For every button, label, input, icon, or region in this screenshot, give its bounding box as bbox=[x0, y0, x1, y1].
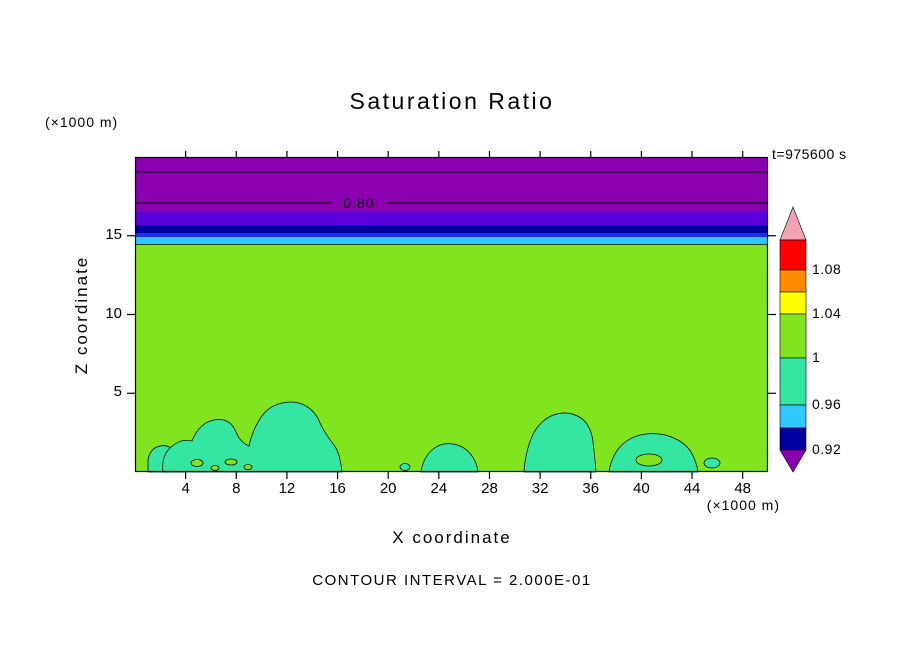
colorbar-bar bbox=[779, 206, 807, 473]
colorbar-segment bbox=[779, 239, 807, 271]
x-tick-label: 12 bbox=[278, 480, 296, 497]
colorbar-segment bbox=[779, 291, 807, 315]
band-cyan bbox=[135, 237, 768, 244]
surface-blobs bbox=[147, 401, 721, 473]
x-tick-label: 40 bbox=[633, 480, 650, 497]
contour-line-label: 0.80 bbox=[343, 195, 374, 211]
colorbar-segment bbox=[779, 313, 807, 359]
y-tick-label: 15 bbox=[105, 225, 122, 243]
band-blue bbox=[135, 233, 768, 237]
contour-plot: 0.80 bbox=[127, 151, 776, 479]
timestamp-label: t=975600 s bbox=[772, 146, 847, 162]
blob-hole bbox=[224, 458, 238, 466]
y-tick-label: 5 bbox=[113, 383, 122, 401]
colorbar bbox=[779, 206, 807, 473]
blob-hole bbox=[243, 464, 253, 470]
plot-area: 0.80 bbox=[127, 151, 776, 479]
band-navy bbox=[135, 225, 768, 233]
band-purple bbox=[135, 157, 768, 212]
y-tick-label: 10 bbox=[105, 304, 122, 322]
band-violet bbox=[135, 212, 768, 225]
colorbar-segment bbox=[779, 206, 807, 241]
x-tick-label: 20 bbox=[379, 480, 397, 497]
colorbar-segment bbox=[779, 449, 807, 473]
blob-center-right bbox=[523, 412, 597, 473]
colorbar-tick-label: 0.96 bbox=[812, 396, 842, 412]
x-tick-label: 32 bbox=[531, 480, 549, 497]
axis-ticks bbox=[127, 151, 776, 479]
colorbar-segment bbox=[779, 404, 807, 429]
chart-title: Saturation Ratio bbox=[349, 88, 555, 114]
blob-speck-right bbox=[703, 457, 721, 469]
x-tick-label: 48 bbox=[734, 480, 752, 497]
blob-speck bbox=[399, 463, 411, 471]
x-tick-label: 8 bbox=[232, 480, 241, 497]
blob-right bbox=[608, 433, 699, 473]
colorbar-tick-label: 1 bbox=[812, 349, 821, 365]
colorbar-tick-label: 0.92 bbox=[812, 441, 842, 457]
colorbar-segment bbox=[779, 357, 807, 406]
x-axis-label: X coordinate bbox=[392, 528, 512, 547]
blob-mid bbox=[420, 443, 479, 473]
x-tick-label: 28 bbox=[481, 480, 498, 497]
plot-frame bbox=[134, 156, 769, 473]
x-tick-label: 16 bbox=[329, 480, 346, 497]
blob-left-large bbox=[162, 401, 343, 473]
colorbar-tick-label: 1.08 bbox=[812, 261, 842, 277]
contour-interval-note: CONTOUR INTERVAL = 2.000E-01 bbox=[312, 572, 592, 589]
x-tick-label: 44 bbox=[683, 480, 701, 497]
blob-hole bbox=[210, 465, 220, 471]
colorbar-segment bbox=[779, 427, 807, 451]
colorbar-tick-label: 1.04 bbox=[812, 305, 842, 321]
blob-hole bbox=[635, 453, 663, 467]
x-axis-unit: (×1000 m) bbox=[706, 497, 780, 513]
colorbar-segment bbox=[779, 269, 807, 293]
x-tick-label: 36 bbox=[582, 480, 600, 497]
x-tick-label: 24 bbox=[430, 480, 448, 497]
x-tick-label: 4 bbox=[181, 480, 190, 497]
y-axis-unit: (×1000 m) bbox=[45, 114, 119, 130]
blob-hole bbox=[190, 459, 204, 467]
